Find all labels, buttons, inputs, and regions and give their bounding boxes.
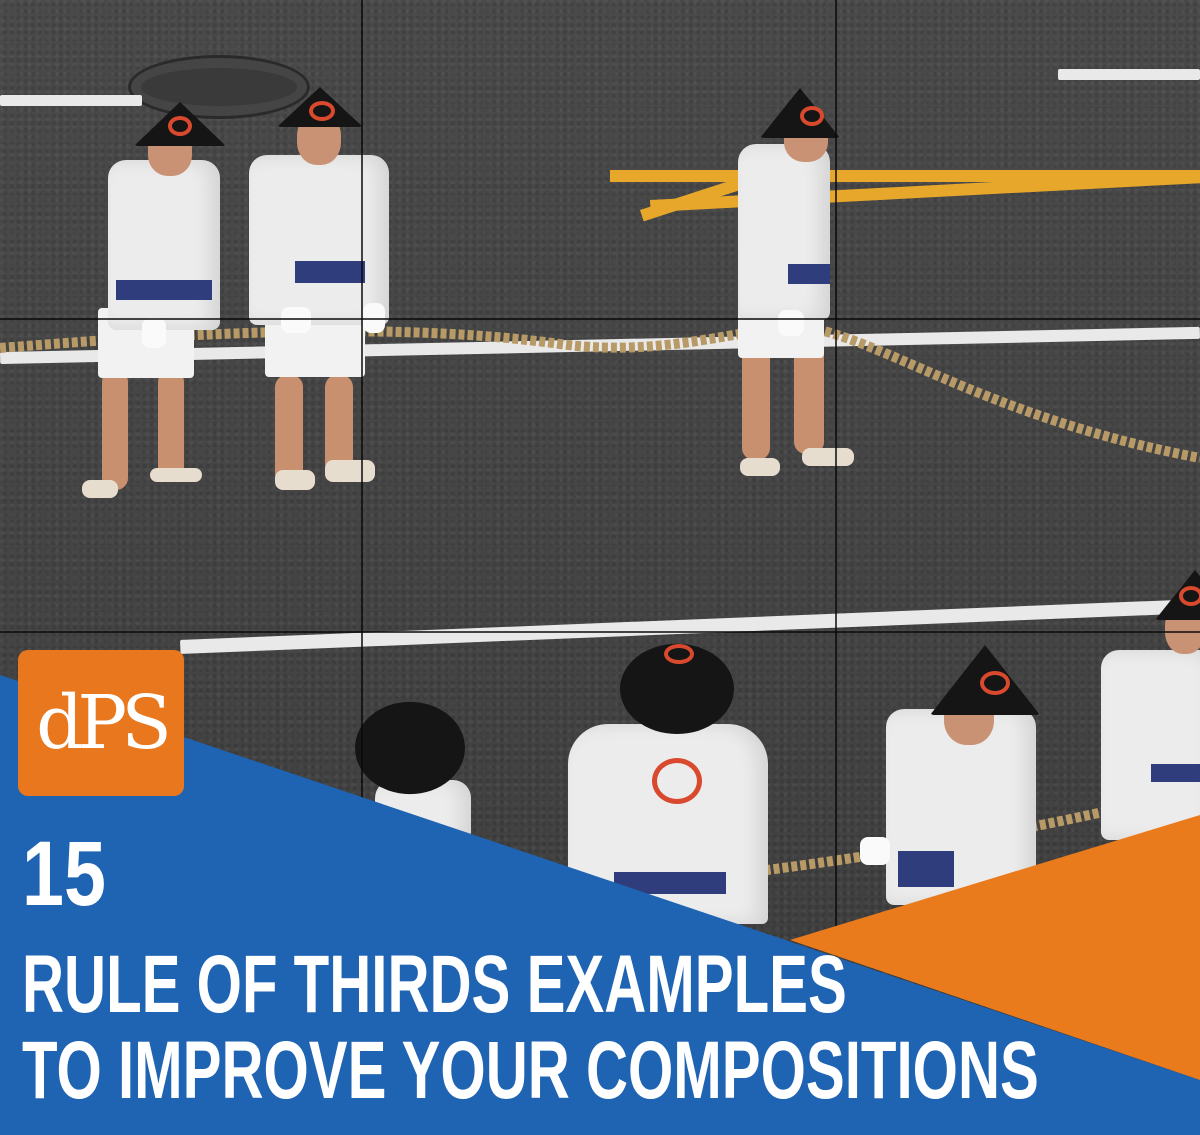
festival-participant	[568, 640, 778, 924]
headline-line-2: TO IMPROVE YOUR COMPOSITIONS	[22, 1025, 1039, 1116]
road-line	[1058, 69, 1200, 80]
thirds-grid-line-horizontal	[0, 318, 1200, 320]
headline-number: 15	[22, 823, 106, 925]
festival-participant	[80, 100, 230, 505]
road-line	[0, 95, 142, 106]
manhole-cover	[128, 55, 310, 119]
festival-participant	[1095, 570, 1200, 840]
festival-participant	[245, 85, 395, 495]
festival-participant	[730, 88, 860, 488]
festival-participant	[860, 645, 1040, 905]
thirds-grid-line-horizontal	[0, 631, 1200, 633]
headline-line-1: RULE OF THIRDS EXAMPLES	[22, 939, 847, 1030]
thirds-grid-line-vertical	[361, 0, 363, 1135]
dps-logo: dPS	[18, 650, 184, 796]
dps-logo-text: dPS	[36, 680, 172, 766]
thirds-grid-line-vertical	[835, 0, 837, 1135]
